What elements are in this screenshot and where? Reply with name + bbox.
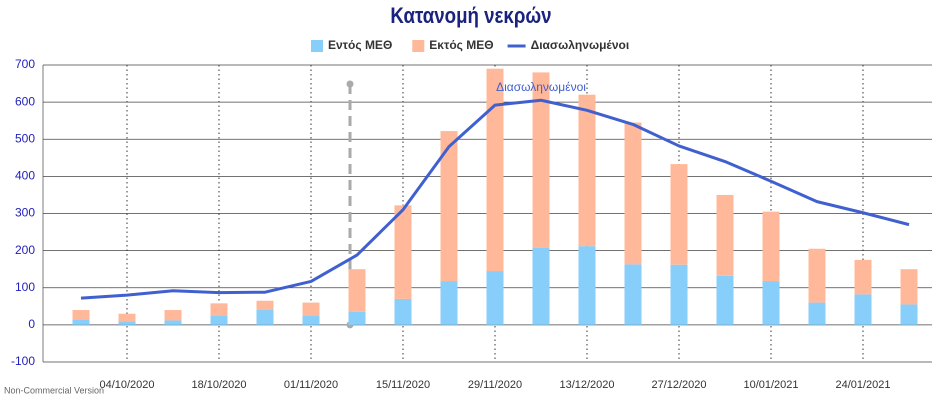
bar <box>210 303 228 316</box>
y-tick-label: -100 <box>11 354 35 368</box>
bar <box>900 269 918 305</box>
bar <box>762 281 780 325</box>
bar <box>210 315 228 325</box>
bar <box>624 122 642 265</box>
bar <box>486 271 504 325</box>
bar <box>256 300 274 311</box>
x-tick-label: 15/11/2020 <box>376 379 430 391</box>
chart-title: Κατανομή νεκρών <box>390 4 551 28</box>
bar <box>72 319 90 325</box>
bar <box>348 269 366 312</box>
bar <box>854 259 872 295</box>
bar <box>394 298 412 325</box>
y-tick-label: 500 <box>15 131 35 145</box>
bar <box>164 310 182 321</box>
y-tick-label: 0 <box>28 317 35 331</box>
x-tick-label: 04/10/2020 <box>99 379 154 391</box>
bar <box>716 194 734 276</box>
bar <box>808 248 826 303</box>
bar <box>486 68 504 272</box>
line <box>80 98 910 300</box>
footer: Non-Commercial Version <box>4 385 104 395</box>
bar <box>670 164 688 265</box>
marker-dot <box>346 80 354 88</box>
y-tick-label: 400 <box>15 169 35 183</box>
bar <box>808 302 826 325</box>
bar <box>716 275 734 325</box>
x-tick-label: 27/12/2020 <box>651 379 706 391</box>
legend-label: Εντός ΜΕΘ <box>328 38 392 52</box>
bar <box>762 211 780 282</box>
bar <box>440 131 458 282</box>
bar <box>670 264 688 325</box>
bar <box>118 321 136 325</box>
y-tick-label: 100 <box>15 280 35 294</box>
legend-swatch <box>311 40 323 52</box>
bar <box>394 205 412 299</box>
y-tick-label: 600 <box>15 94 35 108</box>
y-tick-label: 300 <box>15 206 35 220</box>
bar <box>624 264 642 325</box>
bar <box>578 94 596 247</box>
annotation: Διασωληνωμένοι <box>496 80 586 94</box>
legend-label: Εκτός ΜΕΘ <box>429 38 493 52</box>
bar <box>578 246 596 325</box>
x-tick-label: 01/11/2020 <box>284 379 338 391</box>
y-tick-label: 200 <box>15 243 35 257</box>
bar <box>302 302 320 316</box>
bar <box>164 320 182 325</box>
y-tick-label: 700 <box>15 57 35 71</box>
bar <box>72 310 90 320</box>
bar <box>256 310 274 325</box>
bar <box>900 304 918 325</box>
x-tick-label: 13/12/2020 <box>559 379 614 391</box>
legend-swatch <box>412 40 425 52</box>
x-tick-label: 10/01/2021 <box>743 379 798 391</box>
x-tick-label: 18/10/2020 <box>191 379 246 391</box>
bar <box>854 294 872 325</box>
bar <box>302 315 320 325</box>
bar <box>440 281 458 325</box>
bar <box>532 72 550 248</box>
bar <box>118 313 136 322</box>
bar <box>532 247 550 325</box>
x-tick-label: 29/11/2020 <box>468 379 522 391</box>
x-tick-label: 24/01/2021 <box>835 379 890 391</box>
legend-label: Διασωληνωμένοι <box>531 38 630 52</box>
bar <box>348 311 366 325</box>
